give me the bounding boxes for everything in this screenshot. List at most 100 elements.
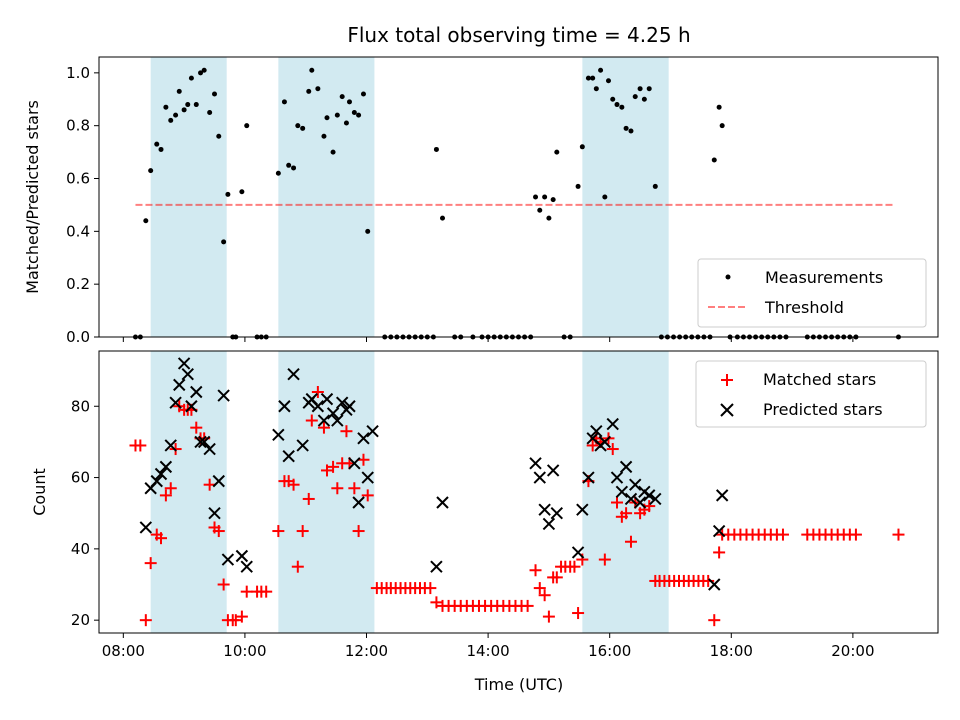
bottom-ytick-label-2: 60 (71, 469, 90, 487)
bottom-xtick-label-3: 14:00 (466, 642, 509, 660)
matched-star-point-98 (624, 535, 637, 548)
measurement-point-41 (339, 94, 345, 100)
bottom-xtick-label-2: 12:00 (345, 642, 388, 660)
predicted-star-point-20 (240, 560, 253, 573)
predicted-star-stroke-b (529, 457, 542, 470)
predicted-star-stroke-b (352, 496, 365, 509)
legend-matched-label: Matched stars (763, 370, 876, 389)
measurement-point-14 (198, 70, 204, 76)
measurement-point-9 (176, 88, 182, 94)
top-panel: 0.0 0.2 0.4 0.6 0.8 1.0 Matched/Predicted sta… (23, 56, 939, 346)
matched-star-point-95 (610, 496, 623, 509)
predicted-star-stroke-b (194, 435, 207, 449)
predicted-star-stroke-b (361, 471, 374, 484)
matched-star-point-94 (606, 443, 619, 456)
bottom-xtick-label-4: 16:00 (588, 642, 631, 660)
top-legend-box (697, 258, 927, 328)
measurement-point-38 (324, 115, 330, 121)
predicted-star-stroke-b (296, 439, 309, 452)
predicted-star-point-68 (715, 489, 729, 502)
measurement-point-89 (619, 104, 625, 110)
matched-star-point-6 (159, 489, 172, 502)
measurement-point-39 (330, 149, 336, 155)
measurement-point-35 (309, 67, 315, 73)
legend-matched-marker (721, 374, 733, 386)
predicted-star-stroke-b (590, 425, 603, 438)
bottom-shade-0 (150, 351, 227, 633)
measurement-point-93 (637, 86, 643, 92)
matched-star-point-115 (708, 614, 721, 627)
matched-star-point-32 (291, 560, 304, 573)
predicted-star-point-61 (629, 478, 642, 491)
measurement-point-85 (602, 194, 608, 200)
legend-threshold-label: Threshold (764, 298, 844, 317)
legend-measurement-marker (725, 274, 731, 280)
top-ytick-label-1: 0.2 (66, 275, 90, 293)
matched-star-point-45 (352, 525, 365, 538)
predicted-star-stroke-b (633, 496, 647, 509)
matched-star-point-42 (340, 425, 353, 438)
predicted-star-stroke-b (326, 407, 340, 420)
top-y-axis-label: Matched/Predicted stars (23, 100, 42, 294)
predicted-star-stroke-b (278, 400, 291, 413)
predicted-star-stroke-b (610, 471, 624, 484)
matched-star-point-59 (424, 582, 437, 595)
measurement-point-13 (193, 102, 199, 108)
measurement-point-34 (306, 88, 312, 94)
measurement-point-58 (440, 215, 446, 221)
predicted-star-point-44 (533, 471, 546, 484)
top-ytick-label-2: 0.4 (66, 222, 90, 240)
predicted-star-stroke-b (586, 432, 599, 445)
predicted-star-stroke-b (320, 392, 334, 406)
measurement-point-4 (154, 141, 160, 147)
measurement-point-106 (711, 157, 717, 163)
predicted-star-stroke-b (173, 378, 186, 392)
matched-star-point-137 (892, 528, 905, 541)
predicted-star-point-38 (357, 432, 370, 445)
predicted-star-stroke-b (235, 549, 249, 563)
x-axis-label: Time (UTC) (474, 675, 563, 694)
predicted-star-stroke-b (197, 435, 211, 449)
predicted-star-stroke-b (335, 396, 349, 409)
matched-star-point-81 (550, 571, 563, 584)
measurement-point-90 (623, 125, 629, 131)
predicted-star-point-28 (311, 400, 325, 413)
predicted-star-point-5 (164, 439, 177, 452)
measurement-point-31 (291, 165, 297, 171)
measurement-point-43 (346, 99, 352, 105)
matched-star-point-22 (229, 614, 242, 627)
bottom-ytick-label-1: 40 (71, 540, 90, 558)
count-points (129, 357, 905, 627)
measurement-point-86 (605, 78, 611, 84)
matched-star-point-86 (572, 607, 585, 620)
measurement-point-6 (163, 104, 169, 110)
measurement-point-71 (533, 194, 539, 200)
measurement-point-29 (281, 99, 287, 105)
bottom-y-ticks: 20 40 60 80 (71, 397, 99, 629)
predicted-star-point-17 (217, 389, 230, 402)
predicted-star-stroke-b (366, 425, 379, 438)
predicted-star-stroke-b (624, 492, 638, 506)
bottom-axes-frame (98, 350, 939, 634)
predicted-star-stroke-b (582, 471, 595, 484)
predicted-star-stroke-b (708, 578, 721, 591)
top-shade-0 (150, 57, 227, 337)
predicted-star-point-18 (221, 553, 235, 566)
predicted-star-point-12 (194, 435, 207, 449)
matched-star-point-92 (598, 553, 611, 566)
bottom-legend: Matched stars Predicted stars (695, 360, 927, 428)
predicted-star-stroke-b (164, 439, 177, 452)
predicted-star-point-48 (550, 507, 564, 520)
top-ytick-label-4: 0.8 (66, 117, 90, 135)
matched-star-point-33 (296, 525, 309, 538)
measurement-point-30 (286, 162, 292, 168)
predicted-star-stroke-b (159, 460, 173, 474)
matched-star-point-76 (529, 564, 542, 577)
predicted-star-stroke-b (357, 432, 370, 445)
predicted-star-point-4 (159, 460, 173, 474)
predicted-star-stroke-b (150, 474, 163, 488)
predicted-star-point-14 (203, 442, 216, 456)
predicted-star-stroke-b (629, 478, 642, 491)
bottom-ytick-label-0: 20 (71, 611, 90, 629)
